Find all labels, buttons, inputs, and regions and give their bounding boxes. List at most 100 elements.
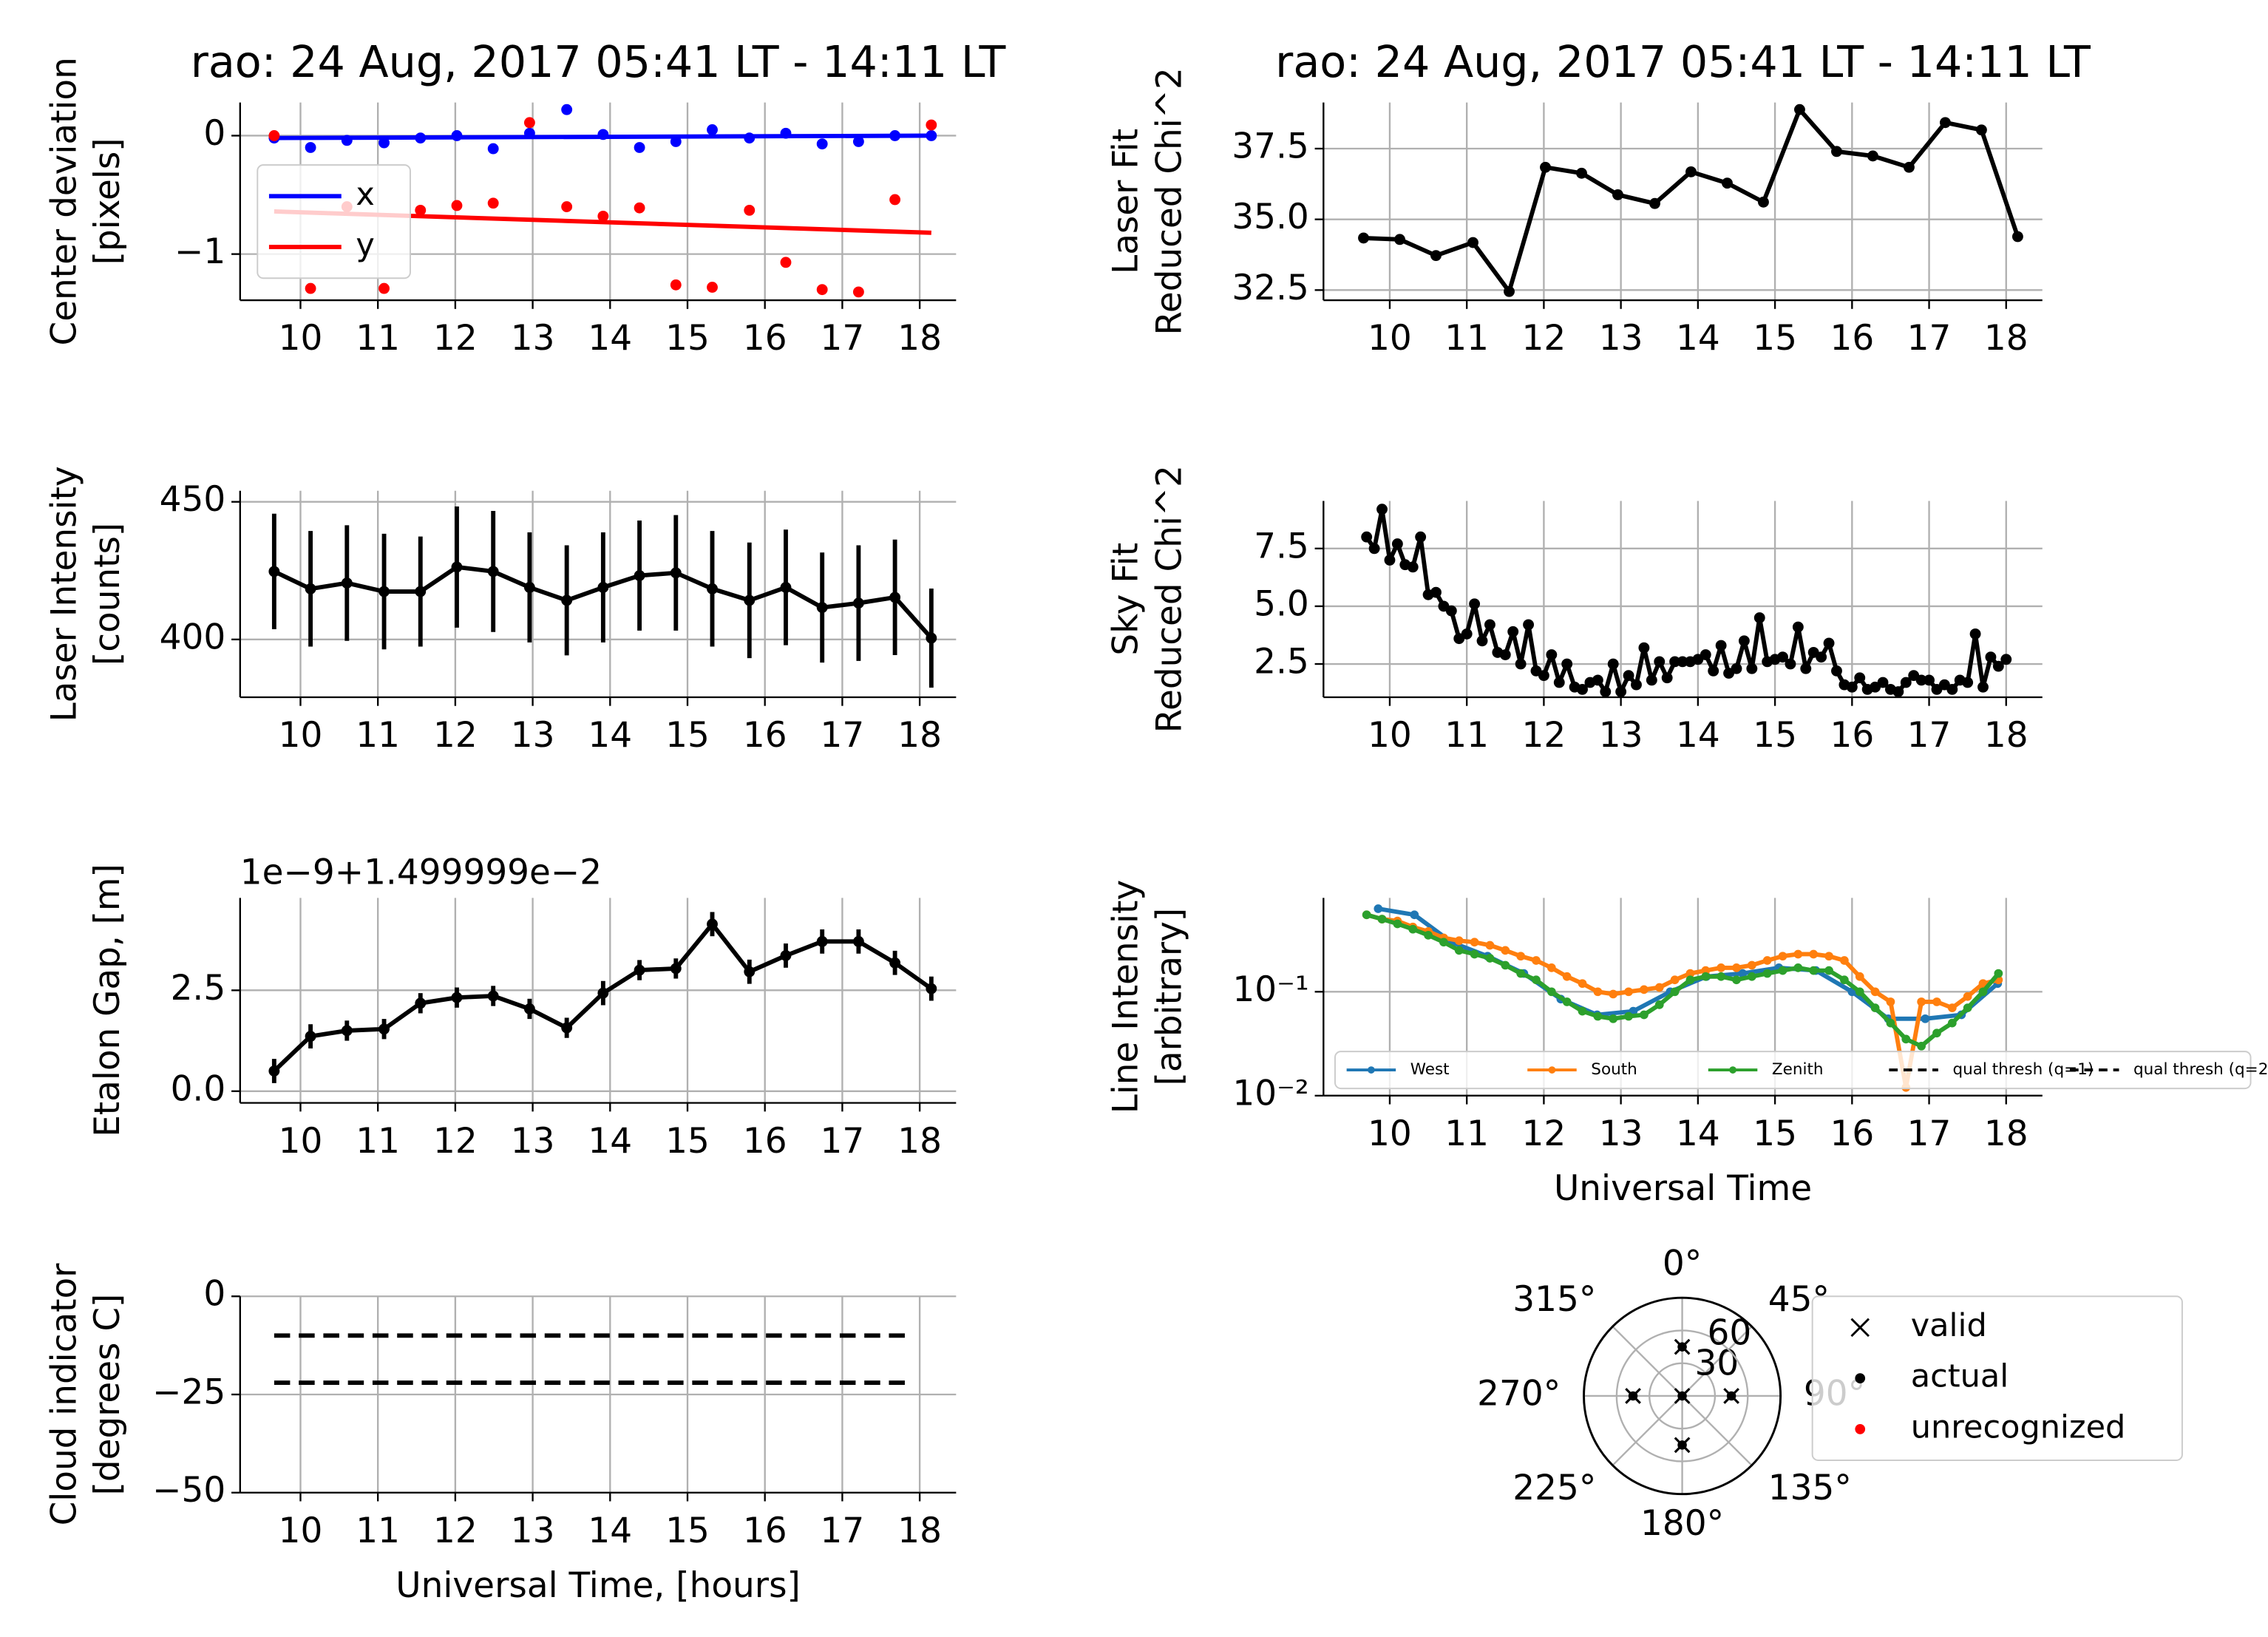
y-axis-title: Line Intensity	[1106, 880, 1147, 1114]
data-point	[1484, 619, 1495, 631]
data-point	[634, 964, 645, 976]
data-point	[1578, 1006, 1587, 1016]
y-axis-title: [pixels]	[87, 138, 128, 265]
data-point	[523, 1003, 535, 1014]
data-point	[561, 594, 573, 606]
data-point	[744, 966, 756, 977]
x-tick-label: 13	[511, 1121, 555, 1162]
x-tick-label: 12	[1522, 318, 1566, 359]
x-tick-label: 17	[1907, 318, 1952, 359]
x-axis-title: Universal Time	[1554, 1168, 1812, 1209]
data-point	[1701, 972, 1711, 981]
data-point	[1824, 952, 1833, 961]
data-point	[487, 566, 499, 577]
y-axis-title: Reduced Chi^2	[1149, 67, 1189, 335]
data-point	[1747, 972, 1756, 981]
y-axis-title: Sky Fit	[1106, 543, 1147, 656]
legend-frame	[257, 164, 411, 279]
data-point	[1823, 637, 1835, 649]
data-point	[816, 284, 828, 296]
data-point	[634, 202, 645, 214]
data-point	[1377, 915, 1387, 923]
data-point	[1975, 124, 1987, 136]
data-point	[1615, 686, 1627, 697]
grid-circle	[1615, 1329, 1749, 1463]
y-axis-title: [degrees C]	[87, 1294, 128, 1496]
x-tick-label: 13	[1599, 318, 1643, 359]
chart-title: rao: 24 Aug, 2017 05:41 LT - 14:11 LT	[191, 37, 1006, 87]
data-point	[780, 950, 792, 961]
data-point	[1792, 621, 1804, 633]
data-point	[451, 200, 463, 211]
data-point	[1593, 1011, 1603, 1021]
theta-tick-label: 225°	[1512, 1468, 1596, 1508]
legend-label: qual thresh (q=2)	[2133, 1060, 2268, 1079]
data-point	[1731, 662, 1742, 674]
legend-frame	[1811, 1295, 2183, 1462]
data-point	[889, 957, 901, 969]
x-tick-label: 15	[1753, 715, 1797, 756]
legend-marker	[1729, 1066, 1736, 1074]
x-tick-label: 10	[1368, 715, 1412, 756]
legend-marker	[1855, 1424, 1866, 1434]
y-tick-label: 0.0	[171, 1068, 226, 1109]
data-point	[1623, 670, 1634, 682]
x-tick-label: 18	[897, 1511, 942, 1551]
data-point	[1546, 963, 1556, 972]
legend-marker	[1367, 1066, 1375, 1074]
data-point	[1430, 250, 1442, 262]
data-point	[1794, 104, 1805, 115]
data-point	[1562, 972, 1572, 981]
data-point	[744, 594, 756, 606]
y-tick-label: 450	[160, 479, 226, 520]
x-tick-label: 15	[665, 715, 710, 756]
y-tick-label: 10⁻¹	[1232, 969, 1308, 1010]
data-point	[1677, 1342, 1687, 1352]
x-tick-label: 18	[1984, 715, 2028, 756]
data-point	[1932, 997, 1941, 1006]
data-point	[1758, 196, 1769, 208]
legend-marker	[1850, 1318, 1870, 1338]
y-tick-label: 32.5	[1232, 268, 1309, 308]
data-point	[1501, 946, 1510, 955]
data-point	[1476, 635, 1488, 647]
data-point	[561, 1022, 573, 1034]
grid-line	[1612, 1395, 1683, 1466]
legend-marker	[1548, 1066, 1556, 1074]
series-line	[1365, 912, 2000, 1048]
data-point	[268, 130, 280, 141]
data-point	[487, 143, 499, 155]
y-axis-title: Laser Intensity	[44, 466, 84, 722]
data-point	[1800, 662, 1812, 674]
data-point	[1977, 681, 1989, 693]
data-point	[1778, 966, 1787, 975]
data-point	[487, 990, 499, 1002]
legend-frame	[1334, 1051, 2252, 1090]
data-point	[1430, 586, 1442, 598]
data-point	[1870, 987, 1880, 997]
x-tick-label: 10	[279, 715, 323, 756]
data-point	[1701, 966, 1711, 975]
x-tick-label: 16	[743, 715, 787, 756]
data-point	[926, 632, 937, 644]
data-point	[670, 567, 682, 579]
legend-label: actual	[1911, 1358, 2009, 1395]
theta-tick-label: 270°	[1477, 1373, 1561, 1414]
data-point	[1940, 117, 1951, 129]
x-tick-label: 16	[743, 1511, 787, 1551]
data-point	[597, 210, 609, 222]
data-point	[1670, 987, 1680, 997]
data-point	[487, 197, 499, 209]
data-point	[1886, 997, 1895, 1006]
data-point	[1963, 1003, 1972, 1012]
data-point	[1445, 605, 1457, 617]
x-tick-label: 12	[433, 715, 478, 756]
data-point	[1391, 538, 1403, 549]
data-point	[1532, 975, 1541, 985]
data-point	[1924, 674, 1935, 686]
data-point	[1507, 626, 1519, 637]
data-point	[1593, 987, 1603, 997]
x-tick-label: 18	[1984, 1114, 2028, 1154]
